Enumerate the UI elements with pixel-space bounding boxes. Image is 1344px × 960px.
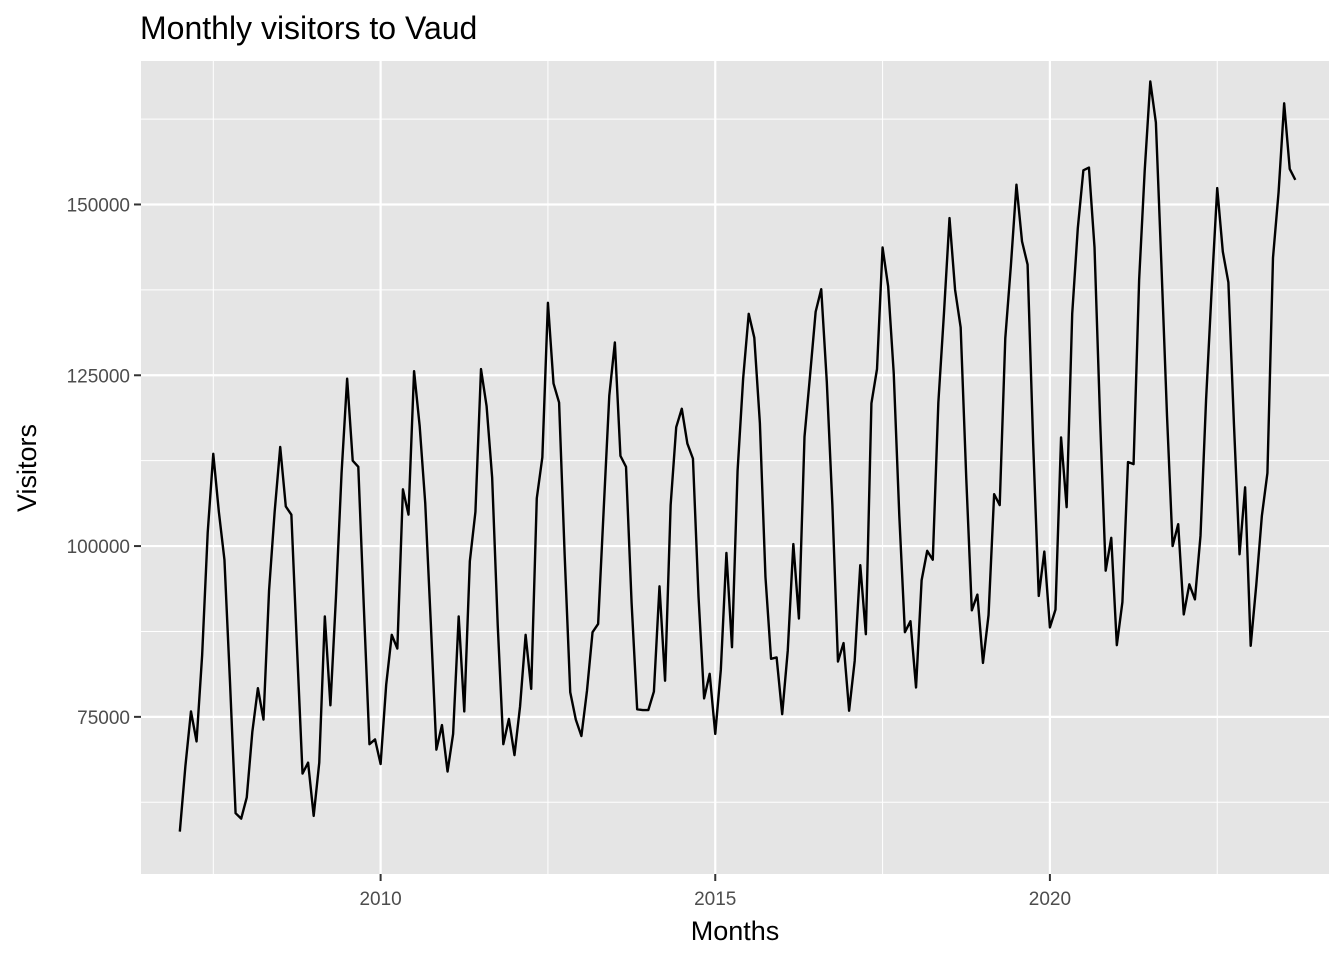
- x-axis-ticks: 2010 2015 2020: [359, 874, 1071, 910]
- chart-title: Monthly visitors to Vaud: [140, 10, 477, 46]
- y-axis-ticks: 75000 100000 125000 150000: [67, 195, 141, 729]
- major-gridlines: [141, 61, 1329, 874]
- y-tick-label: 150000: [67, 195, 130, 216]
- visitors-line: [178, 80, 1297, 832]
- x-tick-label: 2015: [694, 889, 736, 910]
- y-tick-label: 125000: [67, 366, 130, 387]
- minor-gridlines: [141, 61, 1329, 874]
- x-tick-label: 2020: [1029, 889, 1071, 910]
- plot-panel: [141, 61, 1329, 874]
- x-axis-title: Months: [691, 916, 780, 946]
- y-axis-title: Visitors: [12, 424, 42, 512]
- y-tick-label: 75000: [77, 708, 130, 729]
- x-tick-label: 2010: [359, 889, 401, 910]
- y-tick-label: 100000: [67, 537, 130, 558]
